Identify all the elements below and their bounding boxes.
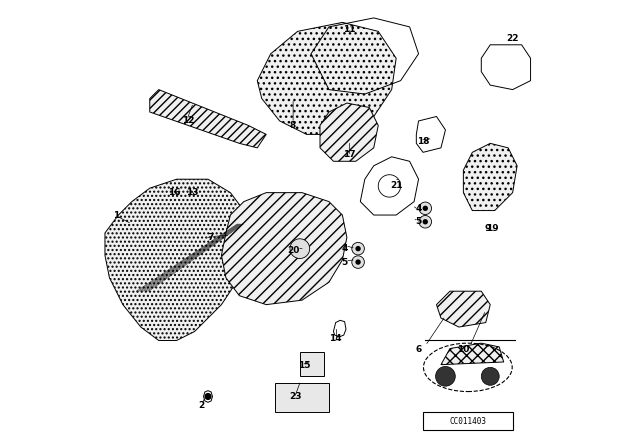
Text: 5: 5 <box>342 258 348 267</box>
Polygon shape <box>150 90 266 148</box>
Text: 9: 9 <box>485 224 491 233</box>
Text: 17: 17 <box>343 150 355 159</box>
Text: 5: 5 <box>415 217 422 226</box>
Bar <box>300 352 324 376</box>
Text: 8: 8 <box>290 121 296 130</box>
Text: 4: 4 <box>342 244 348 253</box>
Bar <box>423 412 513 430</box>
Circle shape <box>352 256 364 268</box>
Text: 16: 16 <box>168 188 180 197</box>
Polygon shape <box>320 103 378 161</box>
Circle shape <box>290 239 310 258</box>
Text: 11: 11 <box>343 25 355 34</box>
Circle shape <box>422 206 428 211</box>
Circle shape <box>419 215 431 228</box>
Text: 20: 20 <box>287 246 300 255</box>
Text: 14: 14 <box>330 334 342 343</box>
Text: 6: 6 <box>415 345 422 354</box>
Circle shape <box>436 366 455 386</box>
Text: 10: 10 <box>457 345 470 354</box>
Circle shape <box>355 246 361 251</box>
Polygon shape <box>441 343 504 365</box>
Bar <box>275 383 329 412</box>
Circle shape <box>422 219 428 224</box>
Text: 19: 19 <box>486 224 499 233</box>
Text: 4: 4 <box>415 204 422 213</box>
Text: 1: 1 <box>113 211 119 220</box>
Text: 2: 2 <box>198 401 204 410</box>
Text: 13: 13 <box>186 188 198 197</box>
Polygon shape <box>221 193 347 305</box>
Circle shape <box>352 242 364 255</box>
Polygon shape <box>463 143 517 211</box>
Text: 22: 22 <box>506 34 519 43</box>
Polygon shape <box>105 179 253 340</box>
Circle shape <box>204 393 212 400</box>
Text: 23: 23 <box>289 392 301 401</box>
Polygon shape <box>257 22 396 134</box>
Circle shape <box>355 259 361 265</box>
Text: CC011403: CC011403 <box>449 417 486 426</box>
Polygon shape <box>436 291 490 327</box>
Text: 15: 15 <box>298 361 310 370</box>
Text: 7: 7 <box>207 233 213 242</box>
Text: 18: 18 <box>417 137 429 146</box>
Text: 21: 21 <box>390 181 403 190</box>
Text: 12: 12 <box>182 116 194 125</box>
Circle shape <box>481 367 499 385</box>
Circle shape <box>419 202 431 215</box>
